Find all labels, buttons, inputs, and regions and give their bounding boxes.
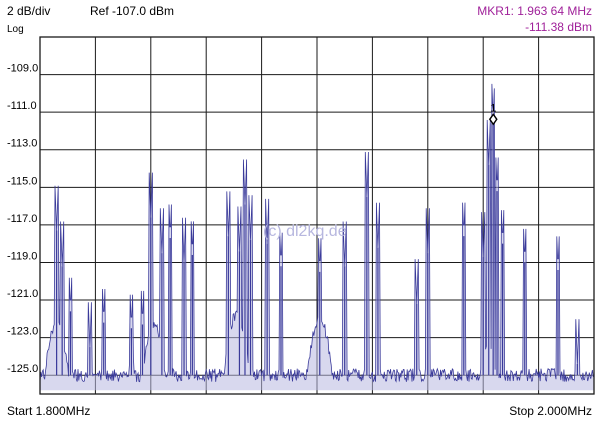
y-tick-label: -109.0	[7, 63, 38, 75]
y-axis-ticks: -109.0 -111.0 -113.0 -115.0 -117.0 -119.0 -121…	[7, 63, 38, 376]
y-tick-label: -121.0	[7, 288, 38, 300]
marker-diamond-icon	[488, 113, 498, 126]
plot-border	[39, 36, 595, 395]
stop-frequency: Stop 2.000MHz	[509, 404, 592, 418]
y-tick-label: -115.0	[7, 175, 37, 187]
spectrum-trace	[39, 83, 595, 383]
y-tick-label: -111.0	[7, 100, 37, 112]
marker-level-readout: -111.38 dBm	[525, 20, 592, 34]
marker-1: 1	[488, 102, 498, 126]
scale-mode: Log	[7, 24, 24, 35]
y-tick-label: -117.0	[7, 213, 37, 225]
peak-lines	[56, 119, 578, 376]
reference-level: Ref -107.0 dBm	[90, 4, 175, 18]
start-frequency: Start 1.800MHz	[7, 404, 91, 418]
watermark: (c) dl2kq.de	[263, 223, 347, 240]
scale-per-division: 2 dB/div	[7, 4, 51, 18]
grid	[40, 37, 594, 394]
marker-frequency-readout: MKR1: 1.963 64 MHz	[477, 4, 592, 18]
y-tick-label: -119.0	[7, 250, 37, 262]
y-tick-label: -123.0	[7, 326, 38, 338]
y-tick-label: -113.0	[7, 138, 37, 150]
marker-label: 1	[490, 102, 496, 114]
y-tick-label: -125.0	[7, 363, 38, 375]
